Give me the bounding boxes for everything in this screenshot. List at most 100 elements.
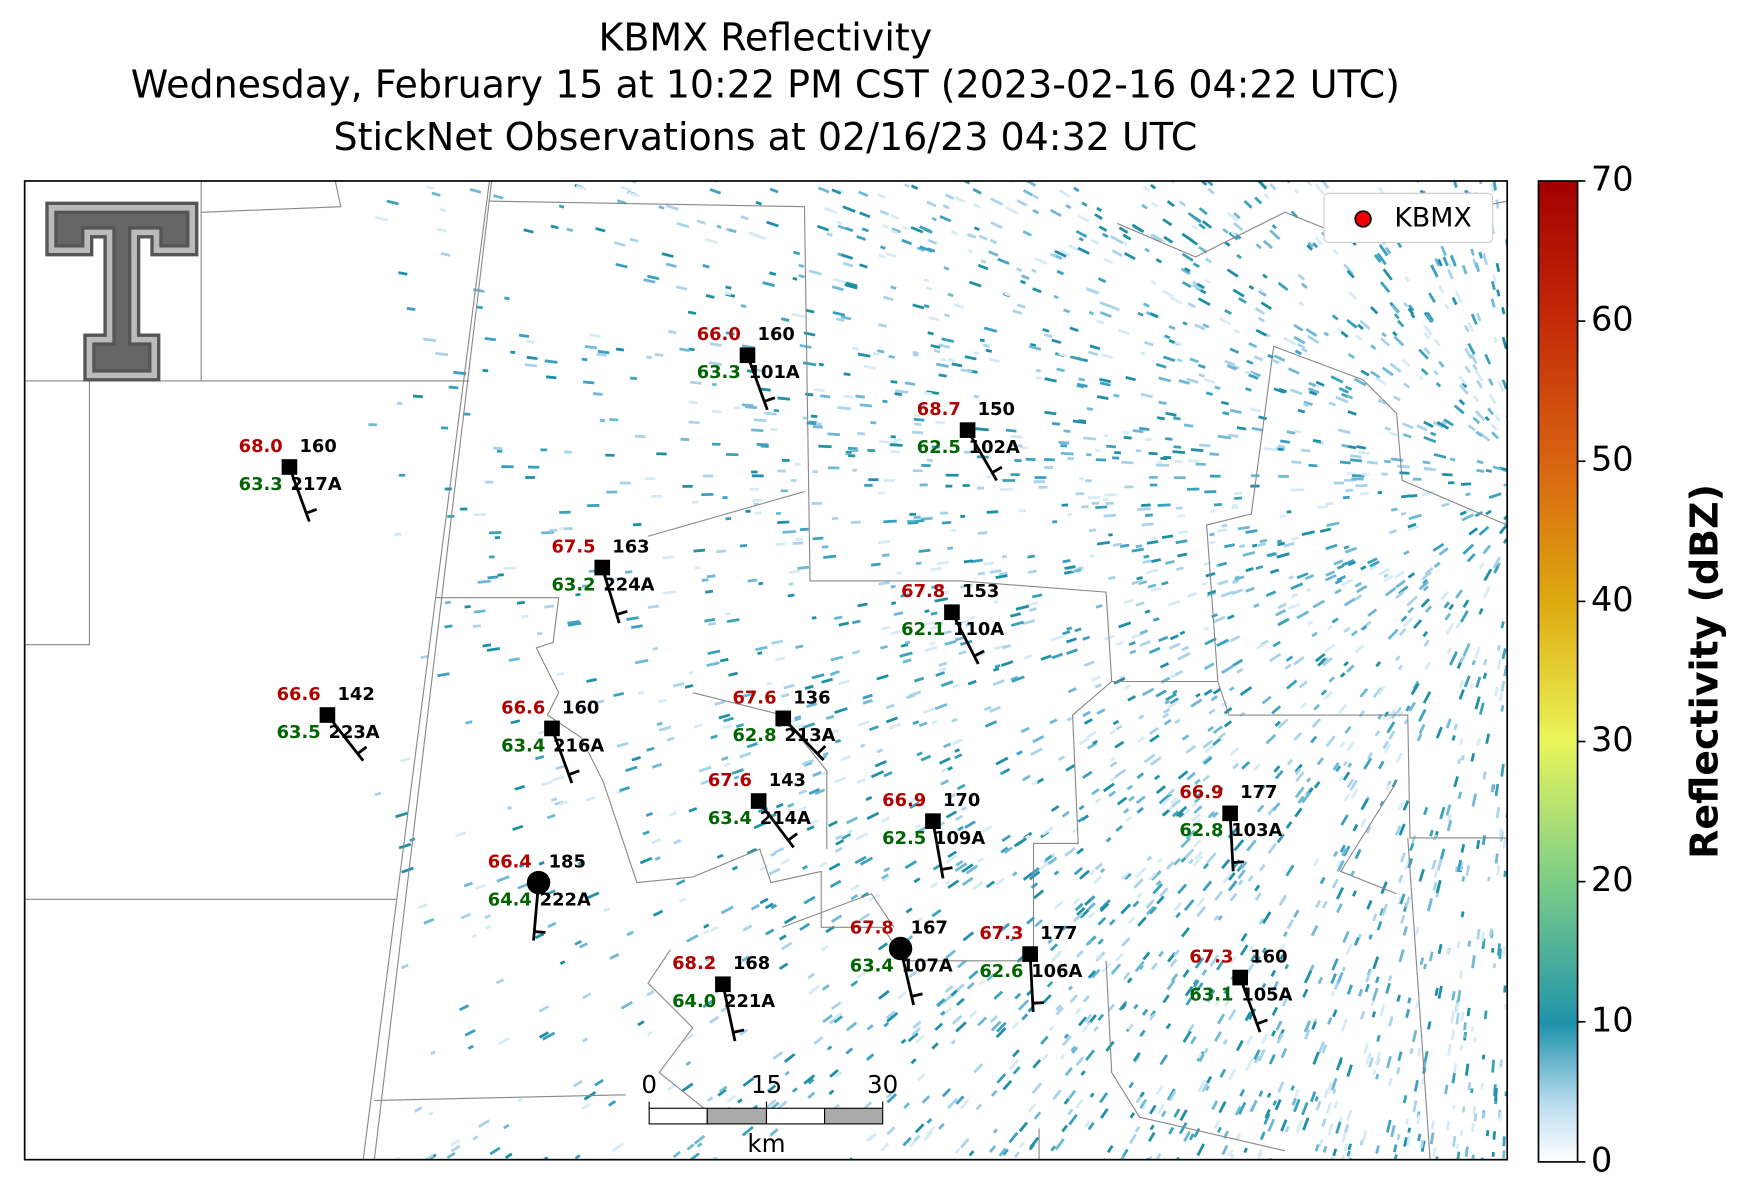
radar-echo (1214, 1031, 1222, 1042)
radar-echo (1139, 426, 1150, 431)
radar-echo (992, 667, 1000, 672)
radar-echo (718, 1085, 728, 1093)
radar-echo (764, 902, 774, 910)
radar-echo (960, 1138, 970, 1149)
radar-echo (1271, 705, 1282, 715)
radar-echo (645, 811, 654, 817)
radar-echo (1116, 796, 1128, 806)
radar-echo (541, 780, 553, 787)
radar-echo (1515, 936, 1516, 945)
radar-echo (1011, 675, 1025, 683)
radar-echo (398, 842, 412, 850)
radar-echo (866, 960, 873, 966)
radar-echo (1347, 560, 1356, 567)
radar-echo (639, 856, 653, 865)
radar-echo (1034, 257, 1048, 265)
radar-echo (1405, 1008, 1411, 1019)
radar-echo (934, 1022, 944, 1031)
radar-echo (1229, 892, 1238, 902)
radar-echo (940, 590, 949, 595)
radar-echo (931, 1042, 939, 1050)
radar-echo (573, 1079, 583, 1088)
radar-echo (406, 306, 416, 312)
radar-echo (1387, 628, 1399, 640)
radar-echo (927, 238, 938, 245)
radar-echo (1283, 336, 1297, 346)
radar-echo (846, 828, 854, 834)
radar-echo (778, 962, 789, 971)
radar-echo (1497, 380, 1505, 393)
radar-echo (1010, 612, 1022, 618)
radar-echo (921, 620, 934, 627)
colorbar-tick-label: 20 (1591, 860, 1634, 899)
radar-echo (620, 1000, 634, 1010)
radar-echo (1221, 1144, 1229, 1156)
radar-echo (679, 347, 690, 352)
radar-echo (832, 311, 846, 317)
radar-echo (497, 573, 504, 577)
dewpoint: 62.8 (732, 725, 776, 746)
radar-echo (1286, 758, 1294, 766)
radar-echo (577, 860, 585, 866)
radar-echo (1260, 301, 1273, 311)
radar-echo (1456, 859, 1463, 873)
radar-echo (1460, 843, 1466, 853)
radar-echo (1097, 1013, 1105, 1022)
radar-echo (1194, 957, 1205, 969)
radar-echo (1403, 550, 1410, 556)
radar-echo (1093, 875, 1103, 885)
radar-echo (1284, 663, 1292, 670)
radar-echo (1139, 629, 1149, 635)
radar-echo (1418, 375, 1424, 381)
radar-echo (1078, 804, 1085, 811)
radar-echo (469, 187, 482, 194)
radar-echo (1302, 1159, 1305, 1160)
radar-echo (917, 1072, 926, 1082)
radar-echo (1224, 359, 1236, 367)
radar-echo (1174, 340, 1183, 347)
radar-echo (1470, 313, 1478, 326)
radar-echo (1455, 589, 1464, 599)
radar-echo (1226, 268, 1239, 278)
radar-echo (1481, 932, 1485, 942)
radar-echo (1463, 1033, 1467, 1039)
radar-echo (1162, 712, 1170, 719)
radar-echo (1372, 913, 1378, 922)
radar-echo (1475, 312, 1482, 322)
radar-echo (1150, 962, 1158, 971)
radar-echo (1245, 567, 1254, 573)
radar-echo (870, 421, 877, 425)
radar-echo (846, 1021, 858, 1032)
radar-echo (917, 403, 926, 408)
radar-echo (740, 304, 747, 309)
station-id: 214A (760, 808, 811, 829)
radar-echo (1136, 576, 1143, 581)
radar-echo (682, 1033, 695, 1043)
radar-echo (1087, 969, 1097, 979)
radar-echo (1022, 189, 1034, 197)
radar-echo (1069, 994, 1078, 1004)
radar-echo (1162, 994, 1170, 1004)
radar-echo (1051, 338, 1062, 345)
radar-echo (910, 226, 924, 234)
radar-echo (1422, 578, 1429, 585)
radar-echo (1388, 1016, 1394, 1027)
temperature: 67.8 (901, 581, 945, 602)
radar-echo (913, 417, 925, 422)
radar-echo (1513, 225, 1514, 235)
radar-echo (1032, 194, 1039, 200)
radar-echo (1214, 890, 1224, 902)
radar-echo (1076, 384, 1085, 389)
wind-direction: 177 (1240, 782, 1277, 803)
radar-echo (1476, 928, 1481, 940)
radar-echo (1176, 358, 1183, 363)
radar-echo (1288, 367, 1300, 375)
radar-echo (1076, 566, 1084, 571)
radar-echo (544, 889, 556, 897)
radar-echo (1437, 258, 1443, 267)
radar-echo (654, 856, 661, 861)
radar-echo (803, 331, 816, 337)
radar-echo (1514, 926, 1515, 937)
radar-echo (882, 295, 894, 302)
radar-echo (1254, 884, 1261, 892)
